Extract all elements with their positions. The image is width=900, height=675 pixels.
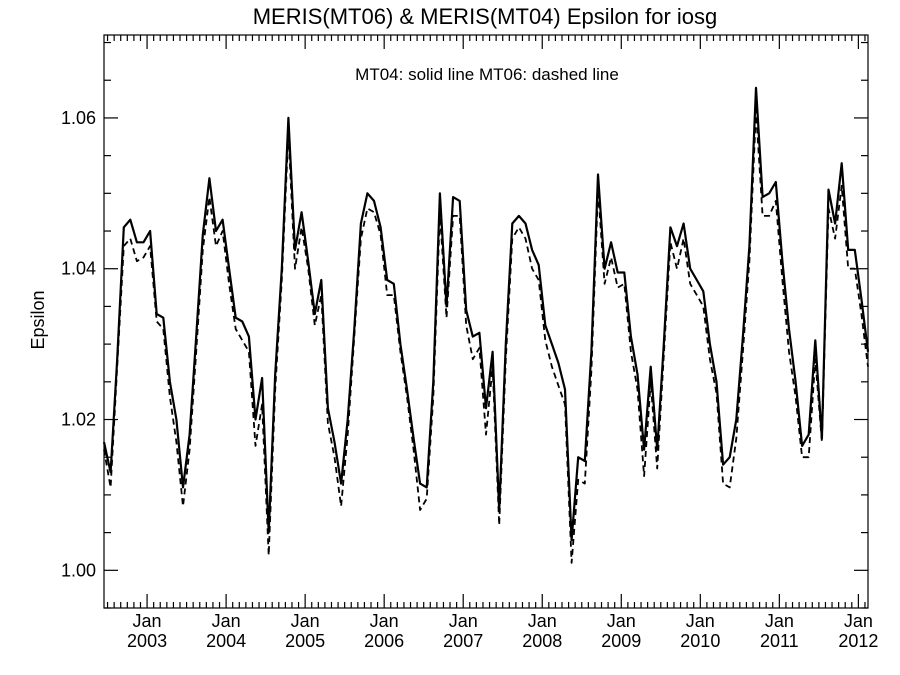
series-line-mt04 (102, 86, 870, 542)
axis-tick-labels: 1.001.021.041.06Jan2003Jan2004Jan2005Jan… (61, 108, 878, 651)
x-tick-month-label: Jan (528, 611, 557, 631)
series-line-mt06 (103, 109, 869, 564)
x-tick-year-label: 2003 (127, 631, 167, 651)
x-tick-year-label: 2011 (760, 631, 799, 651)
axis-ticks (104, 35, 868, 609)
x-tick-month-label: Jan (607, 611, 636, 631)
series-lines (102, 86, 870, 564)
x-tick-month-label: Jan (449, 611, 478, 631)
chart-title: MERIS(MT06) & MERIS(MT04) Epsilon for io… (253, 4, 718, 29)
x-tick-year-label: 2009 (601, 631, 641, 651)
x-tick-month-label: Jan (686, 611, 715, 631)
x-tick-year-label: 2010 (680, 631, 720, 651)
x-tick-year-label: 2012 (838, 631, 878, 651)
x-tick-year-label: 2008 (522, 631, 562, 651)
series-style-note: MT04: solid line MT06: dashed line (355, 65, 619, 84)
x-tick-month-label: Jan (370, 611, 399, 631)
x-tick-year-label: 2005 (285, 631, 325, 651)
x-tick-month-label: Jan (212, 611, 241, 631)
x-tick-year-label: 2006 (364, 631, 404, 651)
y-tick-label: 1.04 (61, 259, 96, 279)
y-axis-label: Epsilon (28, 290, 48, 349)
x-tick-year-label: 2004 (206, 631, 246, 651)
y-tick-label: 1.06 (61, 108, 96, 128)
y-tick-label: 1.02 (61, 410, 96, 430)
plot-frame (103, 34, 869, 609)
x-tick-month-label: Jan (844, 611, 873, 631)
y-tick-label: 1.00 (61, 560, 96, 580)
x-tick-month-label: Jan (291, 611, 320, 631)
x-tick-month-label: Jan (765, 611, 794, 631)
x-tick-year-label: 2007 (443, 631, 483, 651)
x-tick-month-label: Jan (133, 611, 162, 631)
